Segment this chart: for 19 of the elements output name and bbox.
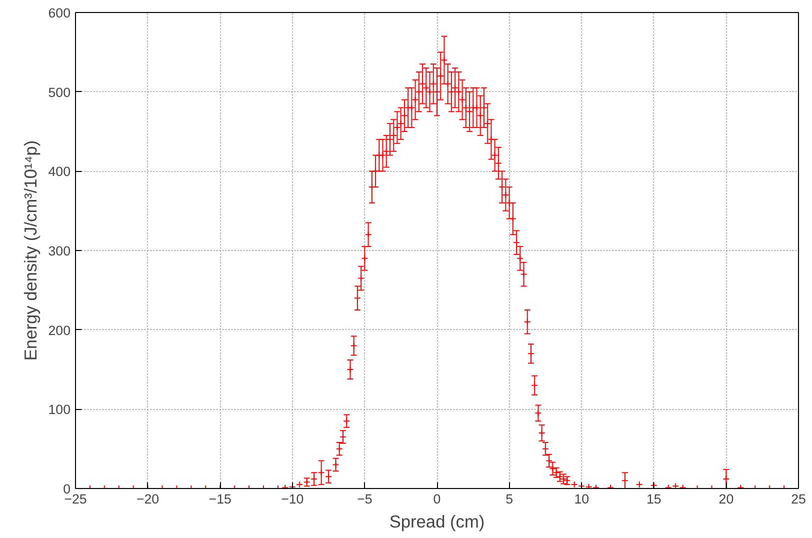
x-tick-label: −20 bbox=[136, 492, 160, 506]
y-axis-title: Energy density (J/cm³/10¹⁴p) bbox=[20, 140, 40, 361]
y-tick-label: 200 bbox=[48, 322, 71, 338]
x-tick-label: −10 bbox=[281, 492, 304, 506]
x-tick-label: 15 bbox=[646, 492, 662, 506]
x-tick-label: −5 bbox=[357, 492, 372, 506]
x-tick-label: 25 bbox=[791, 492, 806, 506]
y-tick-label: 600 bbox=[48, 6, 71, 20]
y-tick-label: 400 bbox=[48, 164, 71, 180]
y-tick-label: 300 bbox=[48, 244, 71, 258]
x-tick-label: 20 bbox=[718, 492, 734, 506]
x-axis-title: Spread (cm) bbox=[389, 512, 485, 532]
y-tick-label: 100 bbox=[48, 402, 71, 418]
x-tick-label: −15 bbox=[208, 492, 232, 506]
x-tick-label: 0 bbox=[433, 492, 441, 506]
x-tick-label: 5 bbox=[506, 492, 514, 506]
x-tick-label: 10 bbox=[574, 492, 590, 506]
y-tick-label: 0 bbox=[63, 482, 71, 496]
y-tick-label: 500 bbox=[48, 84, 71, 100]
